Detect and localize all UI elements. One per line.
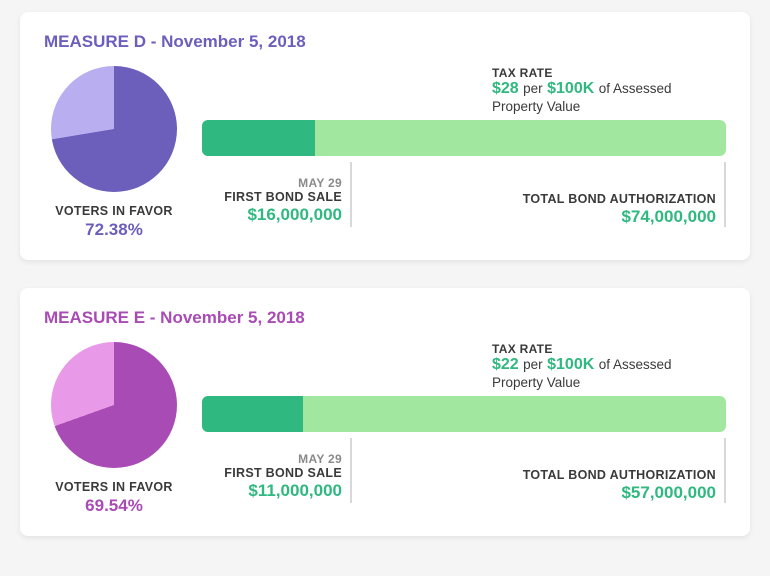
pie-column: VOTERS IN FAVOR 72.38% [44, 66, 184, 240]
voters-in-favor-label: VOTERS IN FAVOR [44, 480, 184, 494]
measure-content-row: VOTERS IN FAVOR 69.54% TAX RATE$22 per $10… [44, 342, 726, 516]
first-bond-sale-date: MAY 29 [202, 176, 342, 190]
bond-progress-bar [202, 396, 726, 432]
voters-in-favor-percent: 72.38% [44, 220, 184, 240]
bond-stats-row: MAY 29FIRST BOND SALE$16,000,000TOTAL BO… [202, 162, 726, 227]
bond-bar-sold [202, 120, 315, 156]
measure-card: MEASURE E - November 5, 2018 VOTERS IN FA… [20, 288, 750, 536]
tax-per-text: per [523, 81, 543, 96]
tax-rate-text: $22 per $100K of Assessed Property Value [492, 356, 726, 392]
voters-pie-chart [51, 342, 177, 468]
first-bond-sale-label: FIRST BOND SALE [202, 190, 342, 204]
measure-card: MEASURE D - November 5, 2018 VOTERS IN FA… [20, 12, 750, 260]
measure-title: MEASURE D - November 5, 2018 [44, 32, 726, 52]
tax-rate-block: TAX RATE$28 per $100K of Assessed Proper… [492, 66, 726, 116]
bond-progress-bar [202, 120, 726, 156]
voters-in-favor-label: VOTERS IN FAVOR [44, 204, 184, 218]
tax-rate-amount: $22 [492, 356, 519, 373]
measure-title: MEASURE E - November 5, 2018 [44, 308, 726, 328]
tax-basis-amount: $100K [547, 80, 594, 97]
voters-in-favor-percent: 69.54% [44, 496, 184, 516]
total-bond-auth-value: $57,000,000 [352, 483, 716, 503]
total-bond-auth-stat: TOTAL BOND AUTHORIZATION$74,000,000 [352, 162, 726, 227]
total-bond-auth-value: $74,000,000 [352, 207, 716, 227]
tax-rate-text: $28 per $100K of Assessed Property Value [492, 80, 726, 116]
bond-bar-sold [202, 396, 303, 432]
bond-info-column: TAX RATE$22 per $100K of Assessed Proper… [184, 342, 726, 503]
total-bond-auth-stat: TOTAL BOND AUTHORIZATION$57,000,000 [352, 438, 726, 503]
voters-pie-chart [51, 66, 177, 192]
first-bond-sale-value: $11,000,000 [202, 481, 342, 501]
tax-rate-amount: $28 [492, 80, 519, 97]
tax-rate-block: TAX RATE$22 per $100K of Assessed Proper… [492, 342, 726, 392]
total-bond-auth-label: TOTAL BOND AUTHORIZATION [352, 468, 716, 482]
total-bond-auth-label: TOTAL BOND AUTHORIZATION [352, 192, 716, 206]
tax-per-text: per [523, 357, 543, 372]
tax-rate-label: TAX RATE [492, 342, 726, 356]
pie-column: VOTERS IN FAVOR 69.54% [44, 342, 184, 516]
bond-stats-row: MAY 29FIRST BOND SALE$11,000,000TOTAL BO… [202, 438, 726, 503]
tax-rate-label: TAX RATE [492, 66, 726, 80]
tax-basis-amount: $100K [547, 356, 594, 373]
bond-info-column: TAX RATE$28 per $100K of Assessed Proper… [184, 66, 726, 227]
first-bond-sale-date: MAY 29 [202, 452, 342, 466]
first-bond-sale-stat: MAY 29FIRST BOND SALE$11,000,000 [202, 438, 352, 503]
measure-content-row: VOTERS IN FAVOR 72.38% TAX RATE$28 per $10… [44, 66, 726, 240]
first-bond-sale-value: $16,000,000 [202, 205, 342, 225]
first-bond-sale-label: FIRST BOND SALE [202, 466, 342, 480]
first-bond-sale-stat: MAY 29FIRST BOND SALE$16,000,000 [202, 162, 352, 227]
